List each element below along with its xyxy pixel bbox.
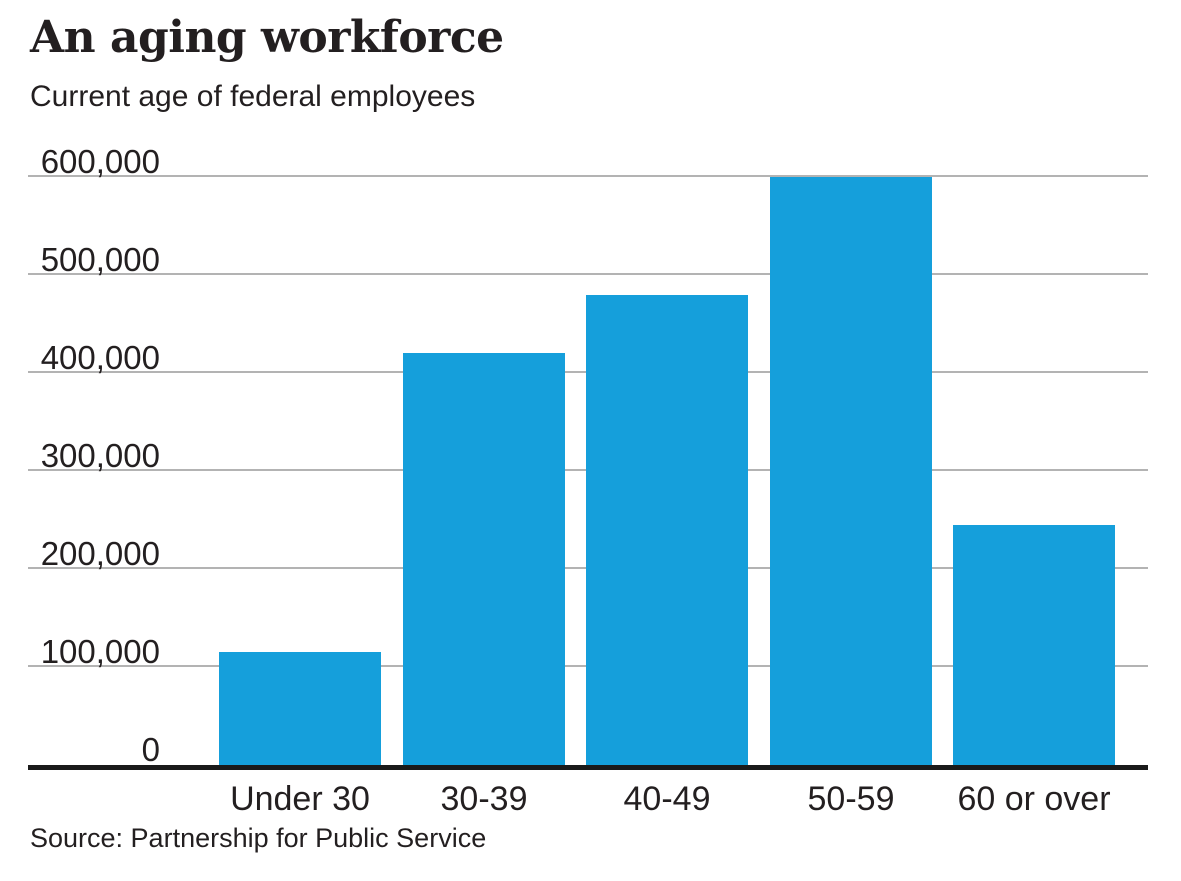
y-tick-label: 200,000 xyxy=(40,535,160,572)
x-tick-label: 60 or over xyxy=(957,780,1111,818)
x-axis-line xyxy=(28,765,1148,770)
y-tick-label: 400,000 xyxy=(40,339,160,376)
x-tick-label: 50-59 xyxy=(807,780,895,818)
source-note: Source: Partnership for Public Service xyxy=(30,823,487,853)
bar-30-39 xyxy=(403,353,565,765)
y-tick-label: 100,000 xyxy=(40,633,160,670)
bar-50-59 xyxy=(770,177,932,765)
y-tick-label: 0 xyxy=(141,731,160,768)
x-tick-label: 40-49 xyxy=(623,780,711,818)
bar-60-or-over xyxy=(953,525,1115,765)
bar-under-30 xyxy=(219,652,381,765)
x-tick-label: Under 30 xyxy=(230,780,370,818)
bar-40-49 xyxy=(586,295,748,765)
y-tick-label: 500,000 xyxy=(40,241,160,278)
chart-title: An aging workforce xyxy=(30,12,504,63)
y-tick-label: 300,000 xyxy=(40,437,160,474)
x-tick-label: 30-39 xyxy=(440,780,528,818)
gridline xyxy=(28,175,1148,177)
y-tick-label: 600,000 xyxy=(40,143,160,180)
gridline xyxy=(28,273,1148,275)
chart-subtitle: Current age of federal employees xyxy=(30,80,476,113)
